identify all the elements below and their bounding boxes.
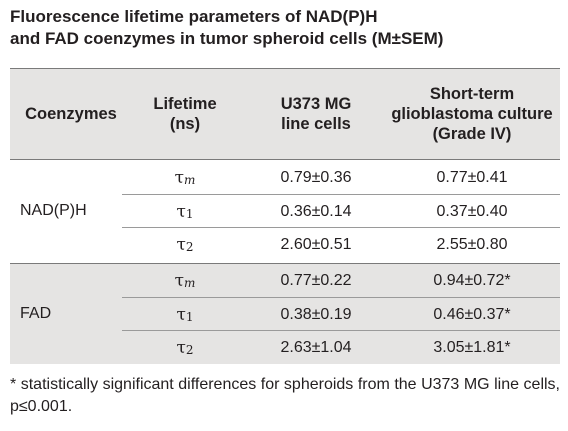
short-term-value: 0.37±0.40 xyxy=(436,202,508,220)
short-term-value: 2.55±0.80 xyxy=(436,235,508,253)
title-line-2: and FAD coenzymes in tumor spheroid cell… xyxy=(10,29,444,48)
header-short-term: Short-term glioblastoma culture (Grade I… xyxy=(391,85,553,143)
short-term-value: 0.77±0.41 xyxy=(436,168,508,186)
table-header: Coenzymes Lifetime (ns) U373 MG line cel… xyxy=(10,69,560,160)
u373-value: 2.60±0.51 xyxy=(280,235,352,253)
u373-value: 0.36±0.14 xyxy=(280,202,352,220)
title-line-1: Fluorescence lifetime parameters of NAD(… xyxy=(10,7,378,26)
header-lifetime: Lifetime (ns) xyxy=(153,95,217,133)
group-name: FAD xyxy=(20,305,52,322)
table-title: Fluorescence lifetime parameters of NAD(… xyxy=(10,6,560,50)
u373-value: 0.38±0.19 xyxy=(280,305,352,323)
short-term-value: 0.46±0.37* xyxy=(433,305,511,323)
u373-value: 2.63±1.04 xyxy=(280,338,352,356)
lifetime-table: Coenzymes Lifetime (ns) U373 MG line cel… xyxy=(10,68,560,364)
header-coenzymes: Coenzymes xyxy=(25,105,117,123)
table-footnote: * statistically significant differences … xyxy=(10,376,560,415)
u373-value: 0.77±0.22 xyxy=(280,271,352,289)
header-u373: U373 MG line cells xyxy=(280,95,352,133)
u373-value: 0.79±0.36 xyxy=(280,168,352,186)
group-name: NAD(P)H xyxy=(20,202,87,219)
short-term-value: 3.05±1.81* xyxy=(433,338,511,356)
short-term-value: 0.94±0.72* xyxy=(433,271,511,289)
